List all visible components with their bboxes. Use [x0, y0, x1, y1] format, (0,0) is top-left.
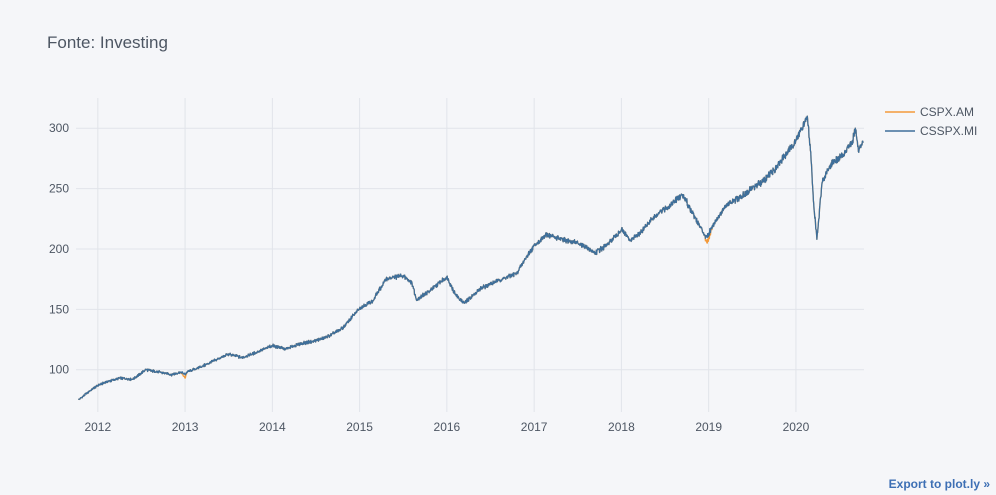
plot-area[interactable] — [78, 115, 864, 401]
x-tick-label: 2019 — [695, 420, 722, 434]
legend-label: CSPX.AM — [920, 105, 974, 119]
x-tick-label: 2018 — [608, 420, 635, 434]
legend-item-csspx-mi[interactable]: CSSPX.MI — [885, 124, 977, 138]
x-tick-label: 2014 — [259, 420, 286, 434]
x-axis-ticks: 2012 2013 2014 2015 2016 2017 2018 2019 2020 — [84, 420, 809, 434]
x-tick-label: 2020 — [783, 420, 810, 434]
y-tick-label: 300 — [49, 121, 69, 135]
y-tick-label: 250 — [49, 182, 69, 196]
y-tick-label: 200 — [49, 242, 69, 256]
export-to-plotly-link[interactable]: Export to plot.ly » — [888, 477, 990, 491]
legend-item-cspx-am[interactable]: CSPX.AM — [885, 105, 974, 119]
x-tick-label: 2013 — [172, 420, 199, 434]
series-line-csspx-mi[interactable] — [78, 115, 864, 401]
y-tick-label: 150 — [49, 302, 69, 316]
x-tick-label: 2015 — [346, 420, 373, 434]
x-tick-label: 2012 — [84, 420, 111, 434]
grid — [76, 98, 864, 412]
legend-label: CSSPX.MI — [920, 124, 977, 138]
chart-title: Fonte: Investing — [47, 33, 168, 52]
x-tick-label: 2016 — [434, 420, 461, 434]
x-tick-label: 2017 — [521, 420, 548, 434]
legend[interactable]: CSPX.AM CSSPX.MI — [885, 105, 977, 138]
y-axis-ticks: 100 150 200 250 300 — [49, 121, 69, 377]
y-tick-label: 100 — [49, 363, 69, 377]
